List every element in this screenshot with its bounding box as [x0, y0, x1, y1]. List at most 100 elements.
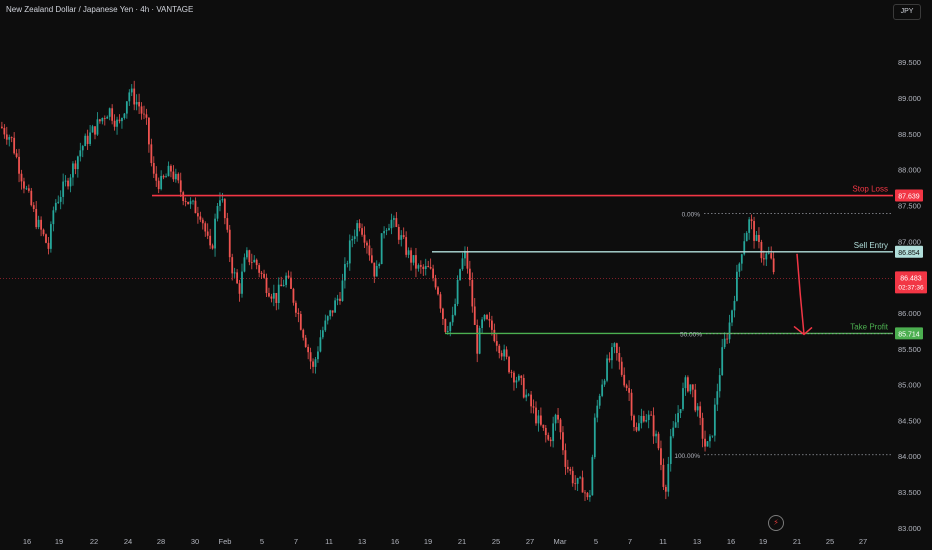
fib-label: 100.00% [674, 453, 700, 460]
candle-body [552, 423, 555, 442]
candle-body [493, 329, 496, 342]
candle-body [581, 477, 584, 493]
candle-body [647, 414, 650, 421]
candle-body [701, 417, 704, 439]
candle-body [1, 126, 3, 128]
candle-body [459, 269, 461, 280]
candle-body [366, 242, 368, 246]
candle-body [74, 163, 77, 170]
candle-body [669, 436, 672, 464]
candles-layer [1, 80, 775, 502]
x-tick-label: 16 [23, 537, 31, 546]
candle-body [319, 337, 322, 352]
candle-body [390, 219, 393, 229]
candle-body [731, 310, 733, 323]
x-tick-label: 5 [594, 537, 598, 546]
candle-body [378, 264, 381, 266]
candle-body [415, 255, 417, 269]
candle-body [569, 469, 572, 471]
candle-body [231, 257, 234, 274]
lightning-bolt-icon[interactable]: ⚡ [768, 515, 784, 531]
candle-body [135, 102, 138, 105]
candle-body [454, 303, 457, 315]
candle-body [564, 450, 567, 467]
candle-body [579, 477, 581, 479]
candle-body [652, 415, 655, 437]
candle-body [517, 375, 520, 381]
countdown-label: 02:37:36 [898, 284, 924, 291]
candle-body [13, 137, 16, 154]
candle-body [174, 173, 177, 180]
candle-body [18, 156, 20, 174]
candle-body [326, 316, 329, 321]
candle-body [250, 262, 253, 263]
candle-body [45, 234, 47, 243]
candle-body [635, 426, 638, 431]
candle-body [393, 218, 395, 220]
candle-body [375, 265, 378, 277]
candle-body [638, 423, 640, 431]
x-tick-label: 30 [191, 537, 199, 546]
current-price-label: 86.483 [900, 275, 922, 282]
candle-body [513, 372, 515, 383]
candle-body [694, 389, 697, 411]
candle-body [334, 300, 336, 313]
candle-body [368, 245, 371, 256]
y-tick-label: 87.500 [898, 201, 921, 210]
x-tick-label: 7 [628, 537, 632, 546]
candle-body [491, 320, 493, 330]
candle-body [363, 234, 366, 243]
candle-body [566, 466, 569, 470]
candle-body [498, 345, 501, 354]
candle-body [165, 176, 167, 178]
candle-body [397, 226, 400, 240]
candle-body [515, 380, 518, 383]
candle-body [277, 284, 280, 304]
candle-body [258, 265, 261, 273]
candle-body [559, 419, 562, 433]
candle-body [339, 298, 341, 302]
candle-body [40, 219, 42, 230]
candle-body [341, 280, 344, 302]
candle-body [667, 463, 670, 492]
candle-body [50, 224, 52, 249]
y-tick-label: 83.500 [898, 488, 921, 497]
candle-body [704, 438, 706, 447]
candle-body [603, 380, 606, 385]
y-tick-label: 84.500 [898, 416, 921, 425]
candle-body [157, 180, 160, 190]
candle-body [57, 201, 60, 203]
candle-body [27, 188, 30, 191]
candle-body [10, 137, 13, 138]
candle-body [473, 306, 476, 325]
candle-body [211, 245, 214, 249]
candle-body [89, 132, 91, 144]
candle-body [81, 146, 84, 151]
candle-body [101, 118, 104, 122]
currency-button[interactable]: JPY [893, 4, 921, 20]
candle-body [243, 257, 246, 272]
fib-label: 0.00% [682, 211, 701, 218]
candle-body [728, 322, 731, 340]
candle-body [439, 294, 442, 309]
candle-body [140, 106, 143, 114]
candle-body [687, 377, 689, 392]
candle-body [481, 319, 483, 329]
candle-body [84, 135, 87, 147]
candle-body [412, 255, 415, 263]
candle-body [329, 310, 332, 317]
candle-body [336, 298, 339, 301]
candle-body [745, 232, 748, 242]
candle-body [691, 384, 694, 390]
candle-body [486, 314, 488, 320]
candle-body [204, 223, 207, 232]
candle-body [167, 165, 170, 177]
candle-body [758, 234, 760, 242]
fib-label: 50.00% [680, 332, 702, 339]
candle-body [542, 424, 545, 428]
candle-body [106, 116, 109, 119]
candle-body [388, 228, 390, 231]
x-tick-label: 21 [458, 537, 466, 546]
candle-body [471, 279, 474, 307]
